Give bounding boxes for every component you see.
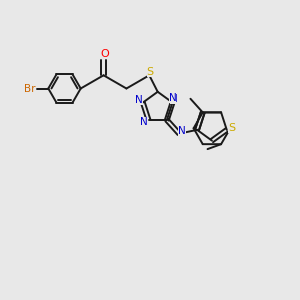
Text: Br: Br [24, 83, 35, 94]
Text: S: S [228, 123, 235, 134]
Text: N: N [170, 94, 178, 104]
Text: N: N [140, 116, 148, 127]
Text: S: S [147, 67, 154, 77]
Text: N: N [169, 93, 176, 103]
Text: O: O [100, 49, 109, 59]
Text: N: N [135, 95, 142, 105]
Text: N: N [178, 126, 186, 136]
